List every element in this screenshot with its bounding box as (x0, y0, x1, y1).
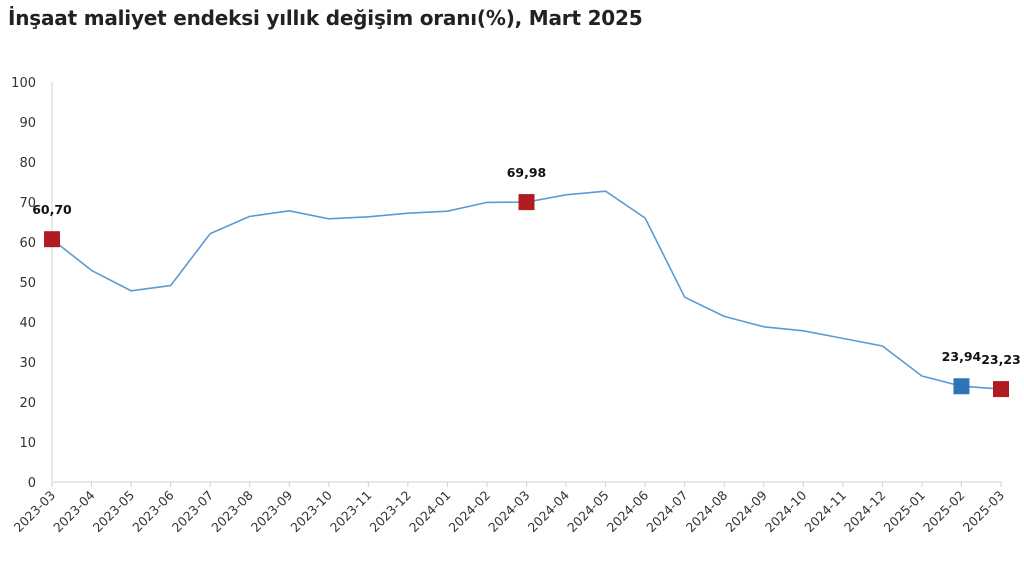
x-tick-label: 2023-06 (129, 487, 177, 535)
y-tick-label: 10 (19, 436, 36, 451)
y-tick-label: 60 (19, 236, 36, 251)
x-tick-label: 2023-05 (90, 488, 138, 536)
x-tick-label: 2024-04 (525, 487, 573, 535)
series-line (51, 190, 1002, 390)
y-tick-label: 40 (19, 316, 36, 331)
x-tick-label: 2024-10 (762, 487, 810, 535)
chart-title: İnşaat maliyet endeksi yıllık değişim or… (8, 6, 643, 30)
x-tick-label: 2024-11 (801, 488, 849, 536)
data-label: 69,98 (507, 165, 547, 180)
highlight-marker (44, 231, 60, 248)
highlight-marker (518, 194, 535, 211)
x-tick-label: 2024-03 (485, 488, 533, 536)
x-tick-label: 2023-03 (11, 488, 59, 536)
data-label: 23,94 (942, 349, 982, 364)
data-label: 60,70 (32, 202, 72, 217)
x-tick-label: 2023-08 (208, 487, 256, 535)
y-tick-label: 100 (11, 76, 36, 91)
y-tick-label: 90 (19, 116, 36, 131)
x-tick-label: 2025-01 (880, 488, 928, 536)
y-tick-label: 70 (19, 196, 36, 211)
y-tick-label: 80 (19, 156, 36, 171)
x-tick-label: 2024-05 (564, 488, 612, 536)
y-tick-label: 20 (19, 396, 36, 411)
x-tick-label: 2025-02 (920, 488, 968, 536)
x-tick-label: 2023-04 (50, 487, 98, 535)
highlight-marker (953, 378, 970, 395)
x-tick-label: 2024-09 (722, 487, 770, 535)
y-tick-label: 30 (19, 356, 36, 371)
x-tick-label: 2024-02 (446, 488, 494, 536)
y-tick-label: 0 (28, 476, 36, 491)
x-tick-label: 2024-07 (643, 488, 691, 536)
x-tick-label: 2023-12 (366, 488, 414, 536)
highlight-marker (993, 381, 1009, 398)
x-tick-label: 2024-08 (683, 487, 731, 535)
x-tick-label: 2023-07 (169, 488, 217, 536)
x-tick-label: 2025-03 (960, 488, 1008, 536)
x-tick-label: 2024-06 (604, 487, 652, 535)
data-label: 23,23 (981, 352, 1021, 367)
x-tick-label: 2023-09 (248, 487, 296, 535)
x-tick-label: 2023-11 (327, 488, 375, 536)
x-tick-label: 2023-10 (287, 487, 335, 535)
y-tick-label: 50 (19, 276, 36, 291)
x-tick-label: 2024-01 (406, 488, 454, 536)
x-tick-label: 2024-12 (841, 488, 889, 536)
